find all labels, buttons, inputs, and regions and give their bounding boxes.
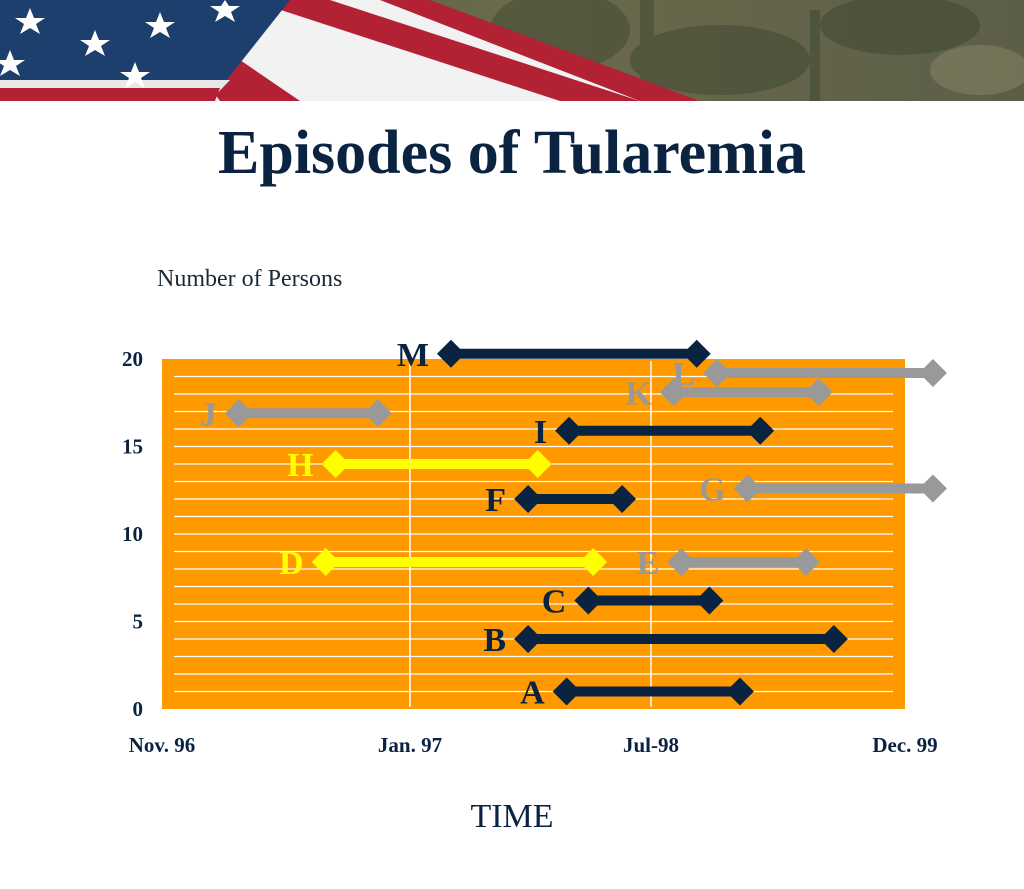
episode-start-marker-f bbox=[514, 485, 543, 513]
episode-label-d: D bbox=[279, 545, 304, 582]
episode-start-marker-a bbox=[552, 677, 581, 706]
y-tick-label: 15 bbox=[122, 435, 143, 459]
episode-label-h: H bbox=[287, 447, 313, 484]
episode-start-marker-c bbox=[574, 586, 603, 615]
page-title: Episodes of Tularemia bbox=[217, 119, 806, 187]
episode-end-marker-i bbox=[746, 416, 775, 445]
episode-end-marker-m bbox=[682, 339, 711, 368]
episode-end-marker-h bbox=[523, 450, 552, 478]
y-tick-label: 5 bbox=[133, 610, 144, 634]
episode-label-b: B bbox=[483, 622, 506, 659]
episode-start-marker-b bbox=[514, 625, 543, 653]
y-axis-ticks: 0 5 10 15 20 bbox=[122, 347, 143, 721]
episode-end-marker-c bbox=[695, 586, 724, 615]
episode-label-c: C bbox=[542, 584, 567, 621]
episode-end-marker-d bbox=[579, 548, 608, 576]
episode-start-marker-d bbox=[311, 548, 340, 576]
episode-end-marker-b bbox=[819, 625, 848, 653]
episode-start-marker-e bbox=[667, 548, 696, 576]
y-tick-label: 20 bbox=[122, 347, 143, 371]
episode-start-marker-h bbox=[321, 450, 350, 478]
episode-start-marker-g bbox=[733, 474, 762, 503]
episode-label-i: I bbox=[534, 414, 547, 451]
episode-end-marker-g bbox=[918, 474, 947, 503]
episode-start-marker-i bbox=[555, 416, 584, 445]
american-flag-image bbox=[0, 0, 1024, 101]
episode-label-j: J bbox=[200, 396, 217, 433]
episode-label-a: A bbox=[520, 675, 545, 712]
episode-end-marker-j bbox=[363, 399, 392, 428]
episode-end-marker-l bbox=[918, 359, 947, 387]
x-tick-label: Jan. 97 bbox=[378, 733, 442, 757]
episode-end-marker-k bbox=[804, 378, 833, 407]
episode-label-e: E bbox=[637, 545, 660, 582]
y-tick-label: 10 bbox=[122, 522, 143, 546]
y-tick-label: 0 bbox=[133, 697, 144, 721]
episode-label-l: L bbox=[672, 356, 695, 393]
episode-start-marker-j bbox=[224, 399, 253, 428]
y-axis-label: Number of Persons bbox=[157, 266, 343, 292]
episode-end-marker-a bbox=[725, 677, 754, 706]
episode-end-marker-e bbox=[791, 548, 820, 576]
episode-label-k: K bbox=[625, 375, 652, 412]
x-tick-label: Jul-98 bbox=[623, 733, 679, 757]
x-tick-label: Dec. 99 bbox=[872, 733, 937, 757]
episode-start-marker-l bbox=[703, 359, 732, 387]
episode-label-f: F bbox=[485, 482, 506, 519]
episode-start-marker-k bbox=[659, 378, 688, 407]
x-axis-label: TIME bbox=[470, 798, 554, 835]
episode-label-m: M bbox=[397, 337, 429, 374]
x-tick-label: Nov. 96 bbox=[129, 733, 196, 757]
x-axis-ticks: Nov. 96 Jan. 97 Jul-98 Dec. 99 bbox=[129, 733, 938, 757]
episode-start-marker-m bbox=[436, 339, 465, 368]
episode-end-marker-f bbox=[608, 485, 637, 513]
episode-label-g: G bbox=[699, 472, 725, 509]
flag-banner bbox=[0, 0, 1024, 101]
episode-ranges: ABC D E F G H I J KL M bbox=[200, 337, 947, 712]
